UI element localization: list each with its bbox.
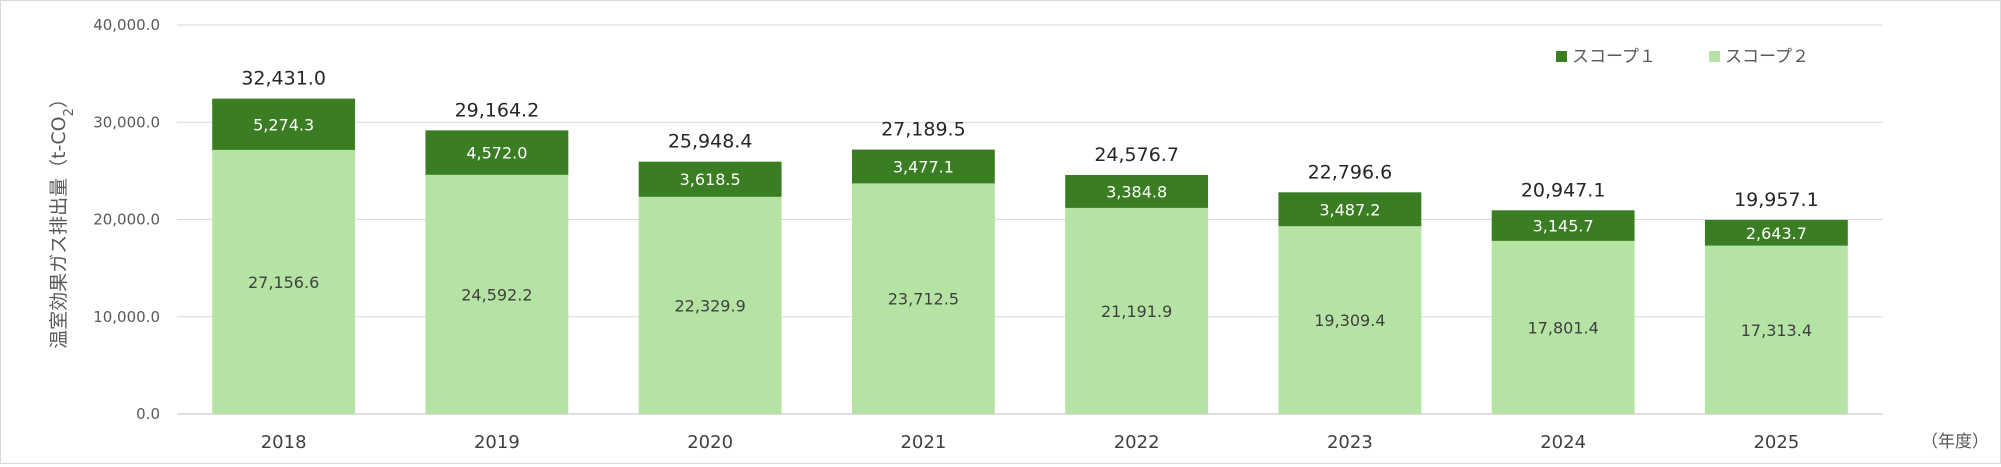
bar-scope1-2023 xyxy=(1278,192,1422,227)
bar-scope1-2019 xyxy=(425,130,569,175)
bar-scope1-2022 xyxy=(1065,174,1209,208)
data-label-scope1: 3,618.5 xyxy=(680,170,741,189)
data-label-total: 24,576.7 xyxy=(1094,144,1179,166)
data-label-scope1: 3,487.2 xyxy=(1319,200,1380,219)
x-axis-unit: （年度） xyxy=(1921,432,1989,452)
data-label-total: 22,796.6 xyxy=(1308,161,1393,183)
bar-scope2-2022 xyxy=(1065,207,1209,414)
bar-scope2-2024 xyxy=(1491,240,1635,414)
y-axis-title: 温室効果ガス排出量（t-CO2） xyxy=(48,89,77,349)
bar-scope1-2018 xyxy=(212,98,356,150)
x-tick-label: 2025 xyxy=(1753,432,1799,453)
data-label-scope2: 22,329.9 xyxy=(675,296,746,315)
data-label-total: 25,948.4 xyxy=(668,131,753,153)
x-tick-label: 2021 xyxy=(900,432,946,453)
data-label-scope2: 24,592.2 xyxy=(461,285,532,304)
bar-scope2-2018 xyxy=(212,149,356,414)
y-axis-title-subscript: 2 xyxy=(62,108,77,116)
labels-layer: 27,156.6 5,274.3 32,431.0 24,592.2 4,572.0 29… xyxy=(241,68,1818,340)
bar-scope2-2021 xyxy=(851,183,995,414)
data-label-scope1: 3,384.8 xyxy=(1106,182,1167,201)
data-label-total: 27,189.5 xyxy=(881,119,966,141)
x-tick-label: 2022 xyxy=(1114,432,1160,453)
bar-scope2-2019 xyxy=(425,174,569,414)
data-label-scope1: 3,477.1 xyxy=(893,157,954,176)
data-label-scope2: 27,156.6 xyxy=(248,273,319,292)
legend-label: スコープ２ xyxy=(1725,47,1809,67)
data-label-scope1: 4,572.0 xyxy=(466,144,527,163)
bar-scope2-2025 xyxy=(1704,245,1848,414)
data-label-total: 20,947.1 xyxy=(1521,179,1606,201)
bar-scope1-2020 xyxy=(638,161,782,197)
legend-label: スコープ１ xyxy=(1572,47,1656,67)
data-label-scope2: 19,309.4 xyxy=(1314,311,1385,330)
y-tick-label: 0.0 xyxy=(136,405,160,423)
x-tick-label: 2024 xyxy=(1540,432,1586,453)
y-axis-title-main: 温室効果ガス排出量（t-CO xyxy=(48,116,70,349)
data-label-total: 29,164.2 xyxy=(455,99,540,121)
legend-swatch xyxy=(1556,51,1567,62)
x-tick-label: 2023 xyxy=(1327,432,1373,453)
legend-swatch xyxy=(1709,51,1720,62)
bar-scope1-2021 xyxy=(851,149,995,184)
data-label-scope2: 17,801.4 xyxy=(1528,318,1599,337)
y-tick-label: 40,000.0 xyxy=(93,16,160,34)
x-tick-label: 2018 xyxy=(261,432,307,453)
x-tick-label: 2020 xyxy=(687,432,733,453)
legend: スコープ１ スコープ２ xyxy=(1556,47,1809,67)
data-label-total: 19,957.1 xyxy=(1734,189,1819,211)
x-tick-label: 2019 xyxy=(474,432,520,453)
axis-layer: 0.0 10,000.0 20,000.0 30,000.0 40,000.0 2018 2… xyxy=(93,16,1799,453)
y-tick-label: 10,000.0 xyxy=(93,308,160,326)
data-label-scope1: 3,145.7 xyxy=(1533,217,1594,236)
bar-scope1-2024 xyxy=(1491,210,1635,241)
data-label-scope2: 23,712.5 xyxy=(888,290,959,309)
y-tick-label: 30,000.0 xyxy=(93,113,160,131)
bars-layer xyxy=(212,98,1848,414)
data-label-scope1: 2,643.7 xyxy=(1746,224,1807,243)
y-tick-label: 20,000.0 xyxy=(93,211,160,229)
bar-scope2-2020 xyxy=(638,196,782,414)
y-axis-title-end: ） xyxy=(48,89,70,108)
bar-scope2-2023 xyxy=(1278,226,1422,414)
data-label-scope2: 21,191.9 xyxy=(1101,302,1172,321)
data-label-total: 32,431.0 xyxy=(241,68,326,90)
data-label-scope1: 5,274.3 xyxy=(253,115,314,134)
bar-scope1-2025 xyxy=(1704,219,1848,246)
data-label-scope2: 17,313.4 xyxy=(1741,321,1812,340)
